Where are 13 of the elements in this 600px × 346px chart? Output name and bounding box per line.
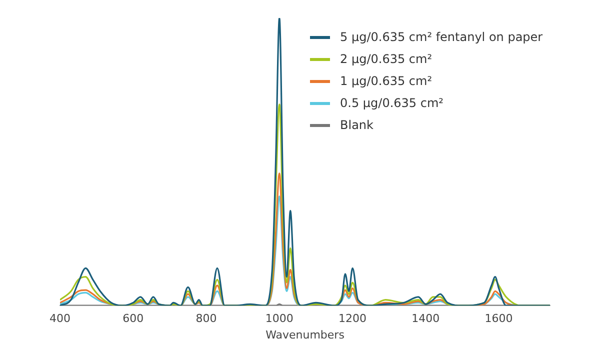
legend-label: 2 µg/0.635 cm² [340, 52, 432, 66]
legend-label: Blank [340, 118, 374, 132]
x-tick-label: 600 [122, 312, 144, 326]
x-axis-title: Wavenumbers [266, 328, 345, 342]
legend-label: 0.5 µg/0.635 cm² [340, 96, 444, 110]
legend-label: 5 µg/0.635 cm² fentanyl on paper [340, 30, 543, 44]
x-tick-label: 1000 [265, 312, 294, 326]
x-tick-label: 800 [196, 312, 217, 326]
legend-label: 1 µg/0.635 cm² [340, 74, 432, 88]
x-tick-label: 1400 [412, 312, 440, 326]
x-tick-label: 1600 [484, 312, 513, 326]
x-tick-label: 1200 [338, 312, 367, 326]
x-tick-label: 400 [50, 312, 70, 326]
